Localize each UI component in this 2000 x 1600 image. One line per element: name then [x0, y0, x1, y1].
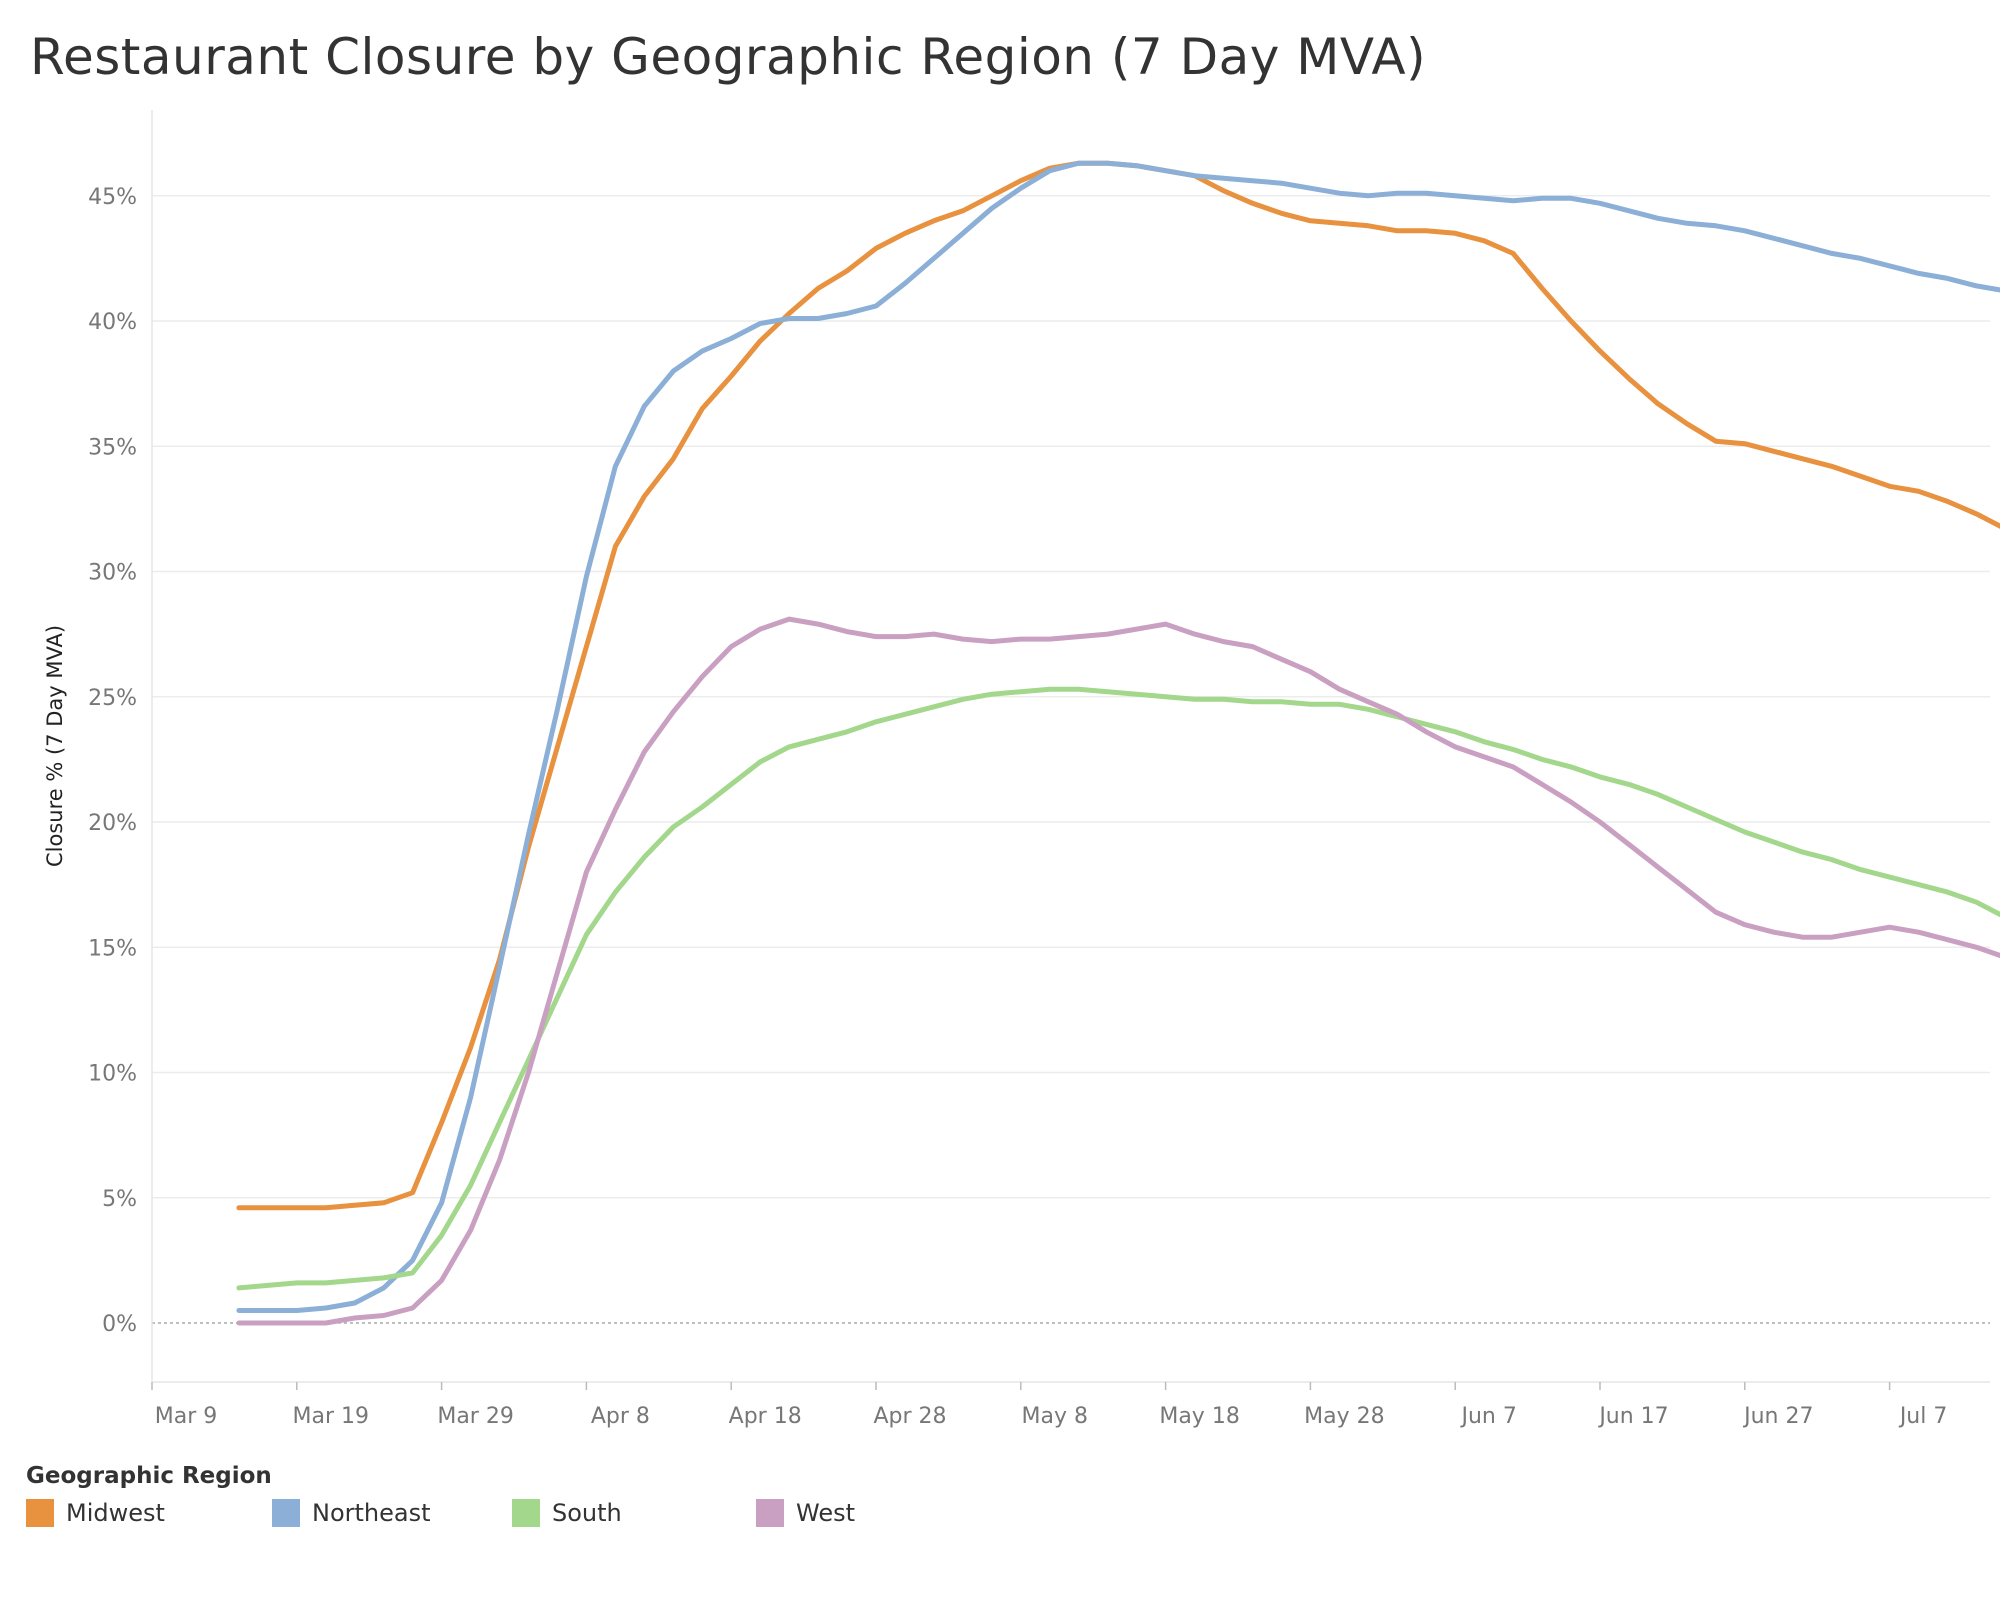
x-tick-label: Jun 17 — [1597, 1404, 1668, 1429]
axes: 0% 5% 10% 15% 20% 25% 30% 35% 40% 45% Mar 9 Mar 19 M… — [88, 110, 1990, 1429]
y-tick-label: 5% — [102, 1187, 137, 1212]
y-tick-label: 40% — [88, 310, 137, 335]
x-tick-label: May 8 — [1022, 1404, 1088, 1429]
legend-item-northeast[interactable]: Northeast — [272, 1499, 431, 1527]
series-line-west — [236, 616, 2000, 1326]
legend-label: West — [796, 1499, 856, 1527]
series-line-northeast — [236, 160, 2000, 1313]
y-tick-label: 15% — [88, 936, 137, 961]
x-tick-label: May 28 — [1304, 1404, 1384, 1429]
legend-swatch — [272, 1499, 300, 1527]
line-chart: 0% 5% 10% 15% 20% 25% 30% 35% 40% 45% Mar 9 Mar 19 M… — [43, 110, 2000, 1429]
y-tick-label: 45% — [88, 185, 137, 210]
y-tick-label: 10% — [88, 1062, 137, 1087]
y-tick-label: 0% — [102, 1312, 137, 1337]
x-tick-label: Mar 19 — [293, 1404, 370, 1429]
y-tick-label: 25% — [88, 686, 137, 711]
legend-title: Geographic Region — [26, 1463, 272, 1489]
chart-title: Restaurant Closure by Geographic Region … — [30, 28, 1427, 86]
x-tick-label: Jun 7 — [1460, 1404, 1517, 1429]
legend-label: South — [552, 1499, 622, 1527]
x-tick-label: Jul 7 — [1898, 1404, 1948, 1429]
legend-item-west[interactable]: West — [756, 1499, 855, 1527]
x-tick-label: May 18 — [1159, 1404, 1239, 1429]
x-tick-label: Mar 9 — [155, 1404, 218, 1429]
legend-label: Midwest — [66, 1499, 165, 1527]
legend-items: Midwest Northeast South West — [26, 1499, 1026, 1533]
legend: Geographic Region Midwest Northeast South W… — [26, 1463, 1026, 1533]
legend-swatch — [756, 1499, 784, 1527]
series-line-south — [236, 686, 2000, 1291]
x-tick-label: Jun 27 — [1742, 1404, 1813, 1429]
y-axis-label: Closure % (7 Day MVA) — [43, 625, 67, 867]
legend-swatch — [26, 1499, 54, 1527]
x-tick-label: Apr 28 — [873, 1404, 946, 1429]
legend-item-south[interactable]: South — [512, 1499, 622, 1527]
x-tick-label: Apr 8 — [591, 1404, 650, 1429]
y-tick-label: 20% — [88, 811, 137, 836]
y-tick-label: 35% — [88, 435, 137, 460]
legend-swatch — [512, 1499, 540, 1527]
x-tick-label: Apr 18 — [729, 1404, 802, 1429]
series-lines — [236, 160, 2000, 1326]
x-tick-label: Mar 29 — [437, 1404, 514, 1429]
legend-item-midwest[interactable]: Midwest — [26, 1499, 165, 1527]
legend-label: Northeast — [312, 1499, 431, 1527]
series-line-midwest — [236, 160, 2000, 1211]
y-tick-label: 30% — [88, 561, 137, 586]
